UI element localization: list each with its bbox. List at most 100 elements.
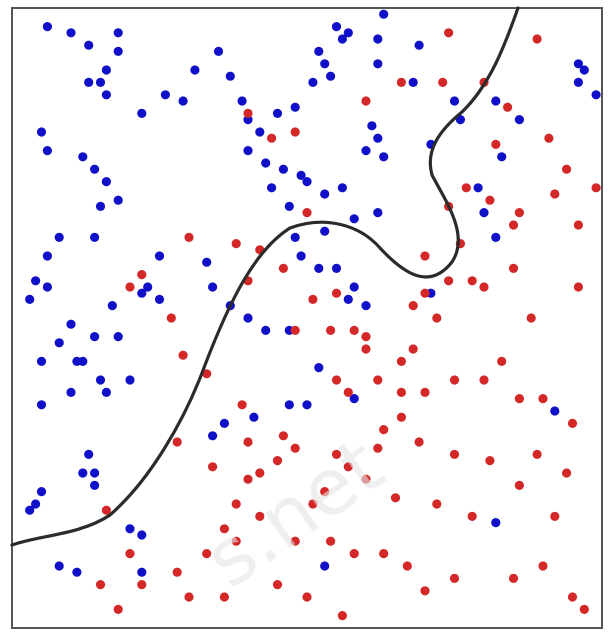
point-class-a-29 [373,59,383,69]
point-class-b-74 [243,474,253,484]
point-class-b-68 [302,592,312,602]
point-class-b-43 [449,449,460,459]
point-class-a-39 [473,183,483,193]
point-class-b-110 [302,208,312,218]
point-class-a-51 [101,177,111,187]
point-class-a-32 [367,121,377,131]
point-class-a-97 [296,170,306,180]
point-class-b-1 [532,34,542,44]
point-class-a-114 [284,400,294,410]
point-class-a-122 [479,208,489,218]
point-class-a-85 [137,530,147,540]
plot-frame [11,7,603,629]
point-class-b-7 [562,164,572,174]
point-class-b-10 [550,189,560,199]
point-class-b-29 [361,332,371,342]
point-class-b-21 [420,288,430,298]
point-class-b-46 [550,511,560,521]
point-class-b-113 [361,96,371,106]
point-class-a-87 [72,567,82,577]
point-class-a-15 [237,96,247,106]
point-class-b-17 [420,251,430,261]
point-class-b-84 [95,580,106,590]
point-class-a-116 [243,313,253,323]
point-class-b-41 [567,418,578,428]
point-class-b-27 [408,344,418,354]
point-class-a-77 [84,449,94,459]
point-class-b-116 [349,325,359,335]
point-class-b-102 [272,580,283,590]
point-class-b-34 [396,387,406,397]
point-class-a-12 [178,96,188,106]
point-class-a-66 [113,332,123,342]
point-class-a-70 [154,294,165,304]
point-class-a-34 [373,133,383,143]
point-class-a-18 [272,108,283,118]
point-class-a-101 [349,214,359,224]
point-class-b-89 [202,369,212,379]
point-class-a-120 [349,394,359,404]
point-class-b-115 [331,288,342,298]
point-class-a-10 [160,90,170,100]
point-class-b-8 [591,183,601,193]
point-class-a-82 [25,505,35,515]
point-class-a-71 [125,375,135,385]
point-class-a-2 [84,40,94,50]
point-class-a-37 [449,96,460,106]
point-class-a-44 [579,65,589,75]
point-class-a-47 [42,146,53,156]
point-class-b-32 [331,375,342,385]
point-class-b-88 [237,400,247,410]
point-class-b-40 [497,356,507,366]
point-class-a-89 [202,257,212,267]
point-class-a-90 [208,282,218,292]
point-class-b-37 [479,375,489,385]
point-class-b-19 [467,276,477,286]
point-class-a-11 [190,65,200,75]
point-class-b-94 [231,239,241,249]
point-class-a-61 [54,338,64,348]
point-class-a-33 [361,146,371,156]
point-class-b-9 [514,208,525,218]
point-class-b-26 [573,282,584,292]
point-class-a-107 [314,263,324,273]
point-class-a-64 [90,332,100,342]
point-class-b-52 [361,474,371,484]
point-class-a-28 [379,9,389,19]
point-class-a-40 [491,96,501,106]
point-class-b-114 [396,77,406,87]
point-class-a-31 [408,77,418,87]
point-class-b-49 [467,511,477,521]
point-class-b-55 [320,487,330,497]
point-class-a-62 [36,356,47,366]
point-class-b-93 [125,282,135,292]
point-class-a-74 [66,387,76,397]
point-class-a-109 [349,282,359,292]
point-class-b-23 [479,282,489,292]
point-class-a-48 [36,127,47,137]
point-class-b-105 [361,344,371,354]
point-class-b-78 [202,549,212,559]
point-class-b-47 [562,468,572,478]
point-class-b-56 [308,499,318,509]
point-class-b-67 [579,604,589,615]
point-class-b-28 [396,356,406,366]
point-class-a-65 [107,301,117,311]
decision-boundary [10,6,520,547]
point-class-b-35 [420,387,430,397]
point-class-b-100 [208,462,218,472]
point-class-b-86 [101,505,111,515]
point-class-b-15 [573,220,584,230]
point-class-b-36 [449,375,460,385]
point-class-b-69 [337,611,347,621]
point-class-b-109 [290,127,300,137]
point-class-a-88 [137,567,147,577]
point-class-a-8 [101,90,111,100]
point-class-a-96 [284,201,294,211]
point-class-a-105 [331,263,342,273]
point-class-a-53 [113,195,123,205]
point-class-a-108 [343,294,353,304]
point-class-a-76 [36,400,47,410]
point-class-a-112 [314,363,324,373]
point-class-b-80 [137,580,147,590]
